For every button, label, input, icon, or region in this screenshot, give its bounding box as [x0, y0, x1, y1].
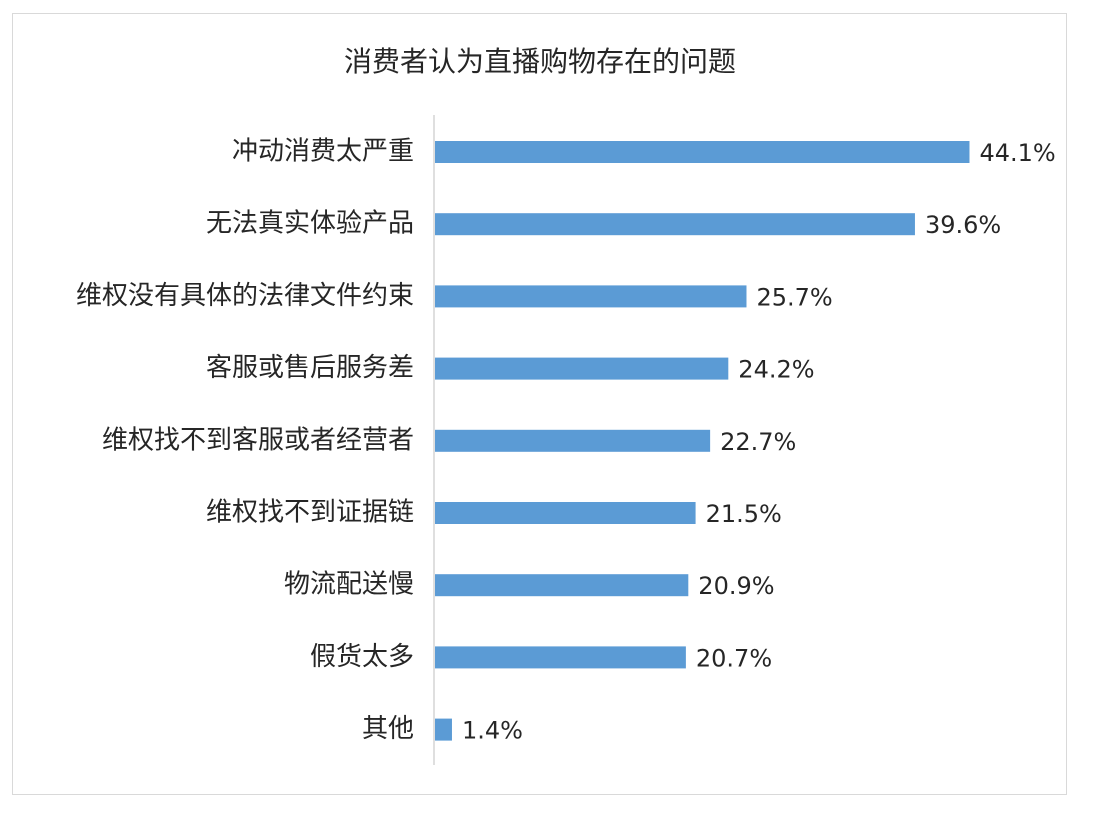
bar [435, 357, 729, 380]
data-label: 25.7% [756, 283, 832, 311]
category-label: 假货太多 [310, 642, 414, 672]
data-label: 1.4% [462, 717, 523, 745]
data-label: 21.5% [706, 500, 782, 528]
data-label: 20.7% [696, 644, 772, 672]
category-label: 其他 [362, 714, 414, 744]
category-label: 维权没有具体的法律文件约束 [76, 281, 414, 311]
bar [435, 718, 452, 741]
category-label: 冲动消费太严重 [232, 137, 414, 167]
category-label: 客服或售后服务差 [206, 353, 414, 383]
chart-title: 消费者认为直播购物存在的问题 [343, 45, 736, 78]
data-label: 39.6% [925, 211, 1001, 239]
bar [435, 213, 915, 236]
bar [435, 646, 686, 669]
bar [435, 502, 696, 524]
data-label: 44.1% [979, 139, 1055, 167]
data-label: 24.2% [738, 356, 814, 384]
category-label: 维权找不到客服或者经营者 [102, 425, 414, 455]
bar [435, 141, 970, 163]
category-label: 物流配送慢 [284, 570, 414, 600]
bar [435, 429, 711, 452]
bar [435, 574, 689, 597]
data-label: 22.7% [720, 428, 796, 456]
category-label: 维权找不到证据链 [206, 498, 414, 528]
category-label: 无法真实体验产品 [206, 209, 414, 239]
data-label: 20.9% [698, 572, 774, 600]
bar [435, 285, 747, 308]
